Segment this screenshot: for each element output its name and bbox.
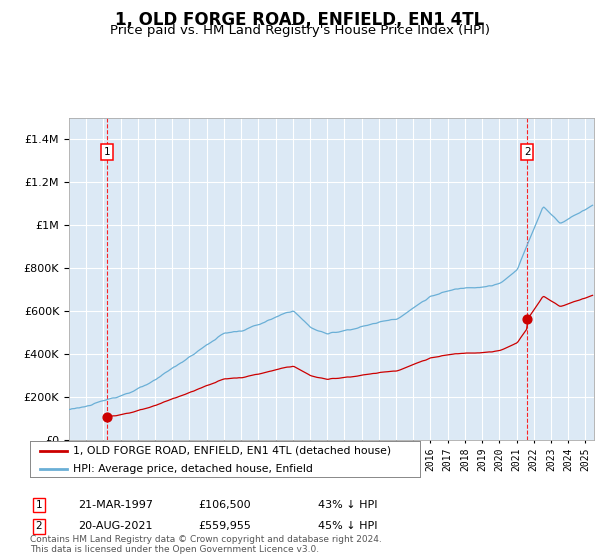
- Text: Contains HM Land Registry data © Crown copyright and database right 2024.
This d: Contains HM Land Registry data © Crown c…: [30, 535, 382, 554]
- Point: [523, 315, 532, 324]
- Text: 2: 2: [35, 521, 43, 531]
- Text: £559,955: £559,955: [198, 521, 251, 531]
- Text: 1: 1: [104, 147, 110, 157]
- Point: [103, 412, 112, 421]
- Text: Price paid vs. HM Land Registry's House Price Index (HPI): Price paid vs. HM Land Registry's House …: [110, 24, 490, 36]
- Text: 20-AUG-2021: 20-AUG-2021: [78, 521, 152, 531]
- Text: 1: 1: [35, 500, 43, 510]
- Text: 1, OLD FORGE ROAD, ENFIELD, EN1 4TL: 1, OLD FORGE ROAD, ENFIELD, EN1 4TL: [115, 11, 485, 29]
- Text: 21-MAR-1997: 21-MAR-1997: [78, 500, 153, 510]
- Text: 45% ↓ HPI: 45% ↓ HPI: [318, 521, 377, 531]
- Text: HPI: Average price, detached house, Enfield: HPI: Average price, detached house, Enfi…: [73, 464, 313, 474]
- Text: 1, OLD FORGE ROAD, ENFIELD, EN1 4TL (detached house): 1, OLD FORGE ROAD, ENFIELD, EN1 4TL (det…: [73, 446, 391, 456]
- Text: 43% ↓ HPI: 43% ↓ HPI: [318, 500, 377, 510]
- Text: £106,500: £106,500: [198, 500, 251, 510]
- Text: 2: 2: [524, 147, 530, 157]
